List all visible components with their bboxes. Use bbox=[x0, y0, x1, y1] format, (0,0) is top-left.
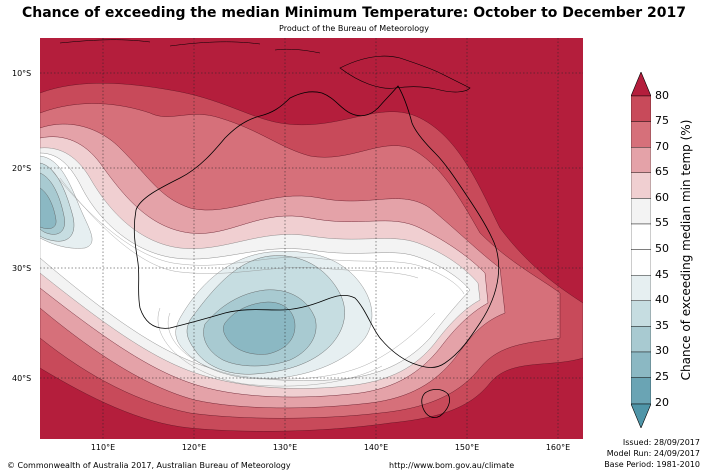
colorbar-label-80: 80 bbox=[655, 89, 669, 102]
region-25 bbox=[40, 187, 296, 355]
lon-label-110e: 110°E bbox=[90, 443, 116, 452]
issued-date: Issued: 28/09/2017 bbox=[622, 438, 700, 447]
colorbar bbox=[630, 71, 652, 429]
colorbar-label-45: 45 bbox=[655, 268, 669, 281]
colorbar-band-25-30 bbox=[630, 351, 652, 378]
colorbar-band-55-60 bbox=[630, 198, 652, 225]
colorbar-label-65: 65 bbox=[655, 165, 669, 178]
lat-label-40s: 40°S bbox=[12, 374, 32, 383]
model-run-date: Model Run: 24/09/2017 bbox=[606, 449, 700, 458]
lat-label-20s: 20°S bbox=[12, 164, 32, 173]
source-url: http://www.bom.gov.au/climate bbox=[389, 461, 515, 470]
colorbar-band-30-35 bbox=[630, 326, 652, 353]
colorbar-band-45-50 bbox=[630, 249, 652, 276]
colorbar-label-35: 35 bbox=[655, 319, 669, 332]
lat-label-10s: 10°S bbox=[12, 69, 32, 78]
lon-label-160e: 160°E bbox=[545, 443, 571, 452]
gridlines bbox=[40, 38, 583, 439]
colorbar-band-60-65 bbox=[630, 172, 652, 199]
lon-label-140e: 140°E bbox=[363, 443, 389, 452]
map-subtitle: Product of the Bureau of Meteorology bbox=[279, 24, 429, 33]
probability-map bbox=[40, 38, 583, 439]
colorbar-label-60: 60 bbox=[655, 191, 669, 204]
colorbar-band-50-55 bbox=[630, 223, 652, 250]
colorbar-label-20: 20 bbox=[655, 396, 669, 409]
lat-label-30s: 30°S bbox=[12, 264, 32, 273]
colorbar-label-25: 25 bbox=[655, 370, 669, 383]
colorbar-title: Chance of exceeding median min temp (%) bbox=[679, 119, 693, 381]
colorbar-band-75-80 bbox=[630, 95, 652, 122]
colorbar-label-55: 55 bbox=[655, 216, 669, 229]
lon-label-120e: 120°E bbox=[181, 443, 207, 452]
colorbar-label-70: 70 bbox=[655, 140, 669, 153]
colorbar-band-70-75 bbox=[630, 121, 652, 148]
issue-metadata: Issued: 28/09/2017 Model Run: 24/09/2017… bbox=[604, 437, 700, 470]
australia-coastline bbox=[133, 85, 500, 368]
colorbar-label-40: 40 bbox=[655, 293, 669, 306]
colorbar-band-35-40 bbox=[630, 300, 652, 327]
colorbar-label-75: 75 bbox=[655, 114, 669, 127]
base-period: Base Period: 1981-2010 bbox=[604, 460, 700, 469]
colorbar-over-arrow bbox=[630, 71, 652, 97]
colorbar-band-65-70 bbox=[630, 146, 652, 173]
indonesia-coastline bbox=[59, 39, 321, 54]
colorbar-label-50: 50 bbox=[655, 242, 669, 255]
colorbar-band-20-25 bbox=[630, 377, 652, 405]
colorbar-band-40-45 bbox=[630, 274, 652, 301]
tasmania-coastline bbox=[421, 388, 450, 418]
colorbar-under-arrow bbox=[630, 403, 652, 429]
new-guinea-coastline bbox=[339, 55, 471, 93]
lon-label-150e: 150°E bbox=[454, 443, 480, 452]
copyright-text: © Commonwealth of Australia 2017, Austra… bbox=[7, 461, 291, 470]
lon-label-130e: 130°E bbox=[272, 443, 298, 452]
map-title: Chance of exceeding the median Minimum T… bbox=[21, 5, 687, 21]
colorbar-label-30: 30 bbox=[655, 344, 669, 357]
